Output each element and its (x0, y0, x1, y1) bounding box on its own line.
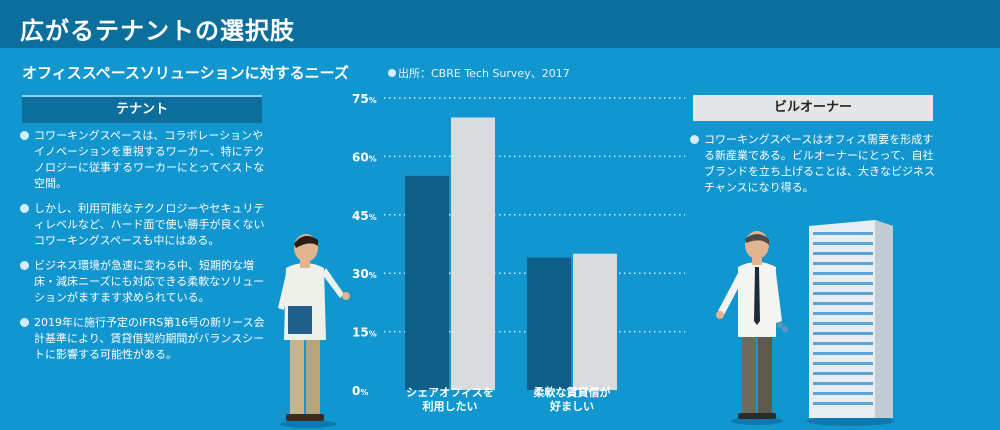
y-tick-label: 0% (352, 384, 368, 398)
x-category-label: シェアオフィスを利用したい (406, 386, 494, 413)
bullet-dot-icon (690, 135, 699, 144)
title-bar (0, 6, 1000, 48)
y-tick-label: 30% (352, 267, 377, 281)
bar (527, 257, 571, 390)
bullet-dot-icon (20, 318, 29, 327)
office-building-icon (806, 220, 894, 426)
list-item: 2019年に施行予定のIFRS第16号の新リース会計基準により、賃貸借契約期間が… (20, 315, 268, 363)
y-tick-label: 15% (352, 326, 377, 340)
bullet-dot-icon (20, 131, 29, 140)
x-category-label: 柔軟な賃貸借が好ましい (533, 385, 611, 413)
list-item: コワーキングスペースはオフィス需要を形成する新産業である。ビルオーナーにとって、… (690, 132, 940, 196)
y-tick-label: 45% (352, 209, 377, 223)
list-item: ビジネス環境が急速に変わる中、短期的な増床・減床ニーズにも対応できる柔軟なソリュ… (20, 258, 268, 306)
tenant-worker-icon (278, 234, 350, 428)
source-text: 出所：CBRE Tech Survey、2017 (398, 67, 570, 80)
bullet-text: ビジネス環境が急速に変わる中、短期的な増床・減床ニーズにも対応できる柔軟なソリュ… (34, 259, 265, 304)
y-tick-label: 60% (352, 150, 377, 164)
source-note: 出所：CBRE Tech Survey、2017 (388, 65, 570, 81)
chart-subtitle: オフィススペースソリューションに対するニーズ (22, 64, 349, 82)
list-item: しかし、利用可能なテクノロジーやセキュリティレベルなど、ハード面で使い勝手が良く… (20, 201, 268, 249)
owner-heading: ビルオーナー (693, 95, 933, 121)
bar (573, 253, 617, 390)
bar (405, 175, 449, 390)
bullet-dot-icon (20, 204, 29, 213)
owner-bullet-list: コワーキングスペースはオフィス需要を形成する新産業である。ビルオーナーにとって、… (690, 132, 940, 205)
bullet-dot-icon (20, 261, 29, 270)
page-title: 広がるテナントの選択肢 (20, 17, 295, 45)
bullet-text: しかし、利用可能なテクノロジーやセキュリティレベルなど、ハード面で使い勝手が良く… (34, 202, 265, 247)
top-strip (0, 0, 1000, 6)
list-item: コワーキングスペースは、コラボレーションやイノベーションを重視するワーカー、特に… (20, 128, 268, 192)
tenant-bullet-list: コワーキングスペースは、コラボレーションやイノベーションを重視するワーカー、特に… (20, 128, 268, 372)
building-owner-icon (716, 231, 788, 425)
bar-chart-svg: 0% 15% 30% 45% 60% 75% シェアオフィスを利用したい 柔軟な賃貸借が好まし… (352, 92, 685, 413)
bar-chart: 0% 15% 30% 45% 60% 75% シェアオフィスを利用したい 柔軟な賃貸借が好まし… (340, 90, 690, 430)
bullet-text: コワーキングスペースはオフィス需要を形成する新産業である。ビルオーナーにとって、… (704, 133, 935, 194)
bullet-dot-icon (388, 69, 396, 77)
tenant-heading: テナント (22, 95, 262, 123)
bar (451, 117, 495, 390)
bullet-text: 2019年に施行予定のIFRS第16号の新リース会計基準により、賃貸借契約期間が… (34, 316, 265, 361)
bullet-text: コワーキングスペースは、コラボレーションやイノベーションを重視するワーカー、特に… (34, 129, 265, 190)
y-tick-label: 75% (352, 92, 377, 106)
